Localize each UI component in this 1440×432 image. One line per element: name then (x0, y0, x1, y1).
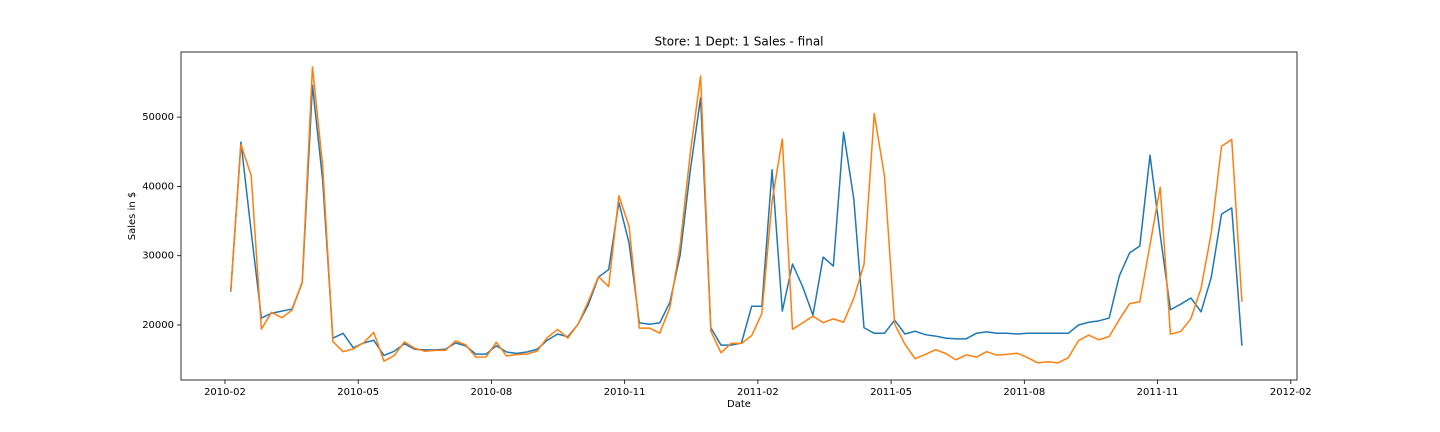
y-tick-label: 20000 (142, 320, 174, 331)
chart-title: Store: 1 Dept: 1 Sales - final (654, 35, 823, 49)
x-tick-label: 2011-02 (737, 387, 779, 398)
x-tick-label: 2010-08 (471, 387, 513, 398)
x-tick-label: 2011-08 (1003, 387, 1045, 398)
y-tick-label: 30000 (142, 251, 174, 262)
plot-frame (180, 51, 1298, 381)
x-tick-label: 2010-11 (604, 387, 646, 398)
x-tick-label: 2010-05 (337, 387, 379, 398)
y-tick-label: 40000 (142, 181, 174, 192)
series-line (229, 84, 1243, 357)
x-tick-label: 2010-02 (204, 387, 246, 398)
series-line (229, 66, 1243, 364)
x-axis-label: Date (727, 399, 751, 410)
x-tick-label: 2011-11 (1137, 387, 1179, 398)
x-tick-label: 2012-02 (1270, 387, 1312, 398)
y-tick-label: 50000 (142, 112, 174, 123)
y-axis-label: Sales in $ (127, 192, 138, 240)
x-tick-label: 2011-05 (870, 387, 912, 398)
